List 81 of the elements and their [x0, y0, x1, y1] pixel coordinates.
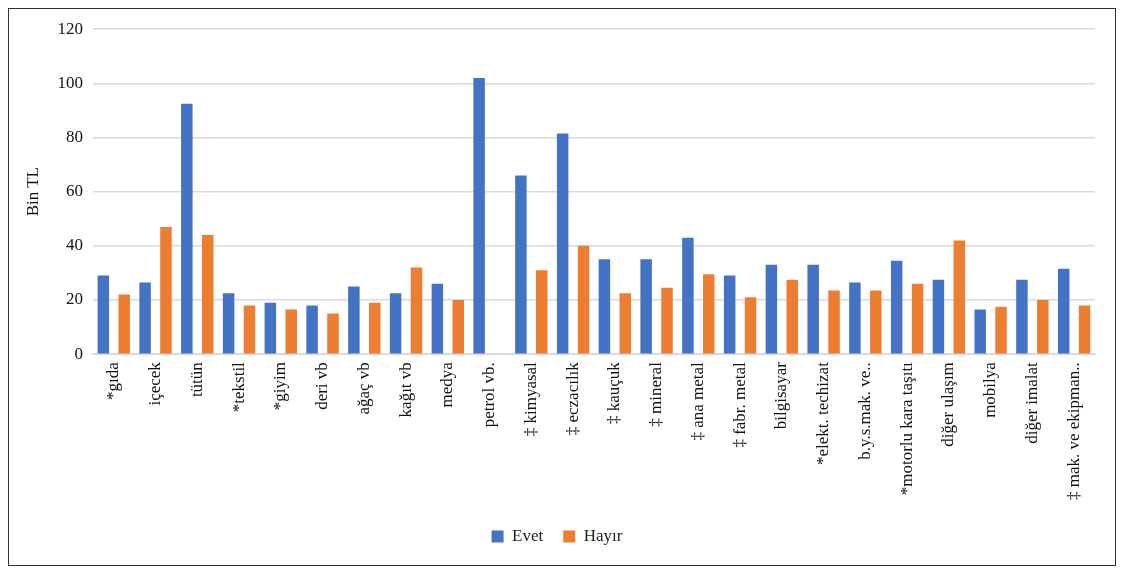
- legend-label: Hayır: [583, 525, 623, 545]
- bar: [264, 302, 277, 354]
- x-tick-label: *tekstil: [228, 361, 248, 413]
- bar: [556, 133, 569, 354]
- y-tick-label: 20: [65, 289, 83, 309]
- x-tick-label: ‡ mak. ve ekipman..: [1063, 362, 1083, 501]
- bar: [327, 313, 339, 354]
- bar: [661, 287, 673, 354]
- x-tick-label: diğer imalat: [1021, 361, 1041, 444]
- bar: [723, 275, 736, 354]
- bar: [348, 286, 360, 354]
- bar: [201, 235, 214, 354]
- bar: [598, 259, 611, 354]
- bar: [473, 77, 485, 354]
- x-tick-label: tütün: [186, 361, 206, 398]
- x-tick-label: kağıt vb: [395, 362, 415, 418]
- bar: [181, 103, 193, 354]
- bar: [619, 293, 632, 354]
- x-tick-label: *elekt. techizat: [813, 361, 833, 466]
- y-tick-label: 0: [74, 343, 83, 363]
- bar: [389, 293, 402, 354]
- bar: [974, 309, 986, 354]
- x-tick-label: ‡ eczacılık: [562, 361, 582, 436]
- bar: [828, 290, 840, 354]
- x-tick-label: b.y.s.mak. ve..: [854, 362, 874, 460]
- x-tick-label: ‡ fabr. metal: [729, 361, 749, 448]
- bar: [160, 226, 172, 354]
- y-tick-label: 40: [65, 235, 83, 255]
- bar: [953, 240, 966, 354]
- bar: [431, 283, 444, 354]
- x-tick-label: mobilya: [980, 361, 1000, 418]
- x-tick-label: *giyim: [270, 362, 290, 411]
- bar: [410, 267, 423, 354]
- bar: [369, 302, 381, 354]
- x-tick-label: ‡ ana metal: [687, 361, 707, 441]
- y-tick-label: 60: [65, 181, 83, 201]
- x-tick-label: medya: [437, 361, 457, 408]
- bar: [911, 283, 924, 354]
- bar: [890, 260, 903, 354]
- bar: [849, 282, 861, 354]
- bar: [118, 294, 130, 354]
- bar: [577, 245, 590, 354]
- bar: [765, 264, 778, 354]
- bar: [807, 264, 819, 354]
- x-tick-label: içecek: [145, 361, 164, 406]
- bar: [536, 270, 548, 354]
- legend-label: Evet: [512, 525, 544, 545]
- x-tick-label: petrol vb.: [479, 362, 499, 428]
- x-tick-label: deri vb: [312, 362, 332, 410]
- y-tick-label: 80: [65, 126, 83, 146]
- bar: [515, 175, 527, 354]
- x-tick-label: *motorlu kara taşıtı: [896, 361, 916, 496]
- x-tick-label: ‡ mineral: [646, 361, 666, 427]
- bar: [1016, 279, 1028, 354]
- bar: [1057, 268, 1070, 354]
- bar: [995, 306, 1007, 354]
- bar: [870, 290, 882, 354]
- bar: [243, 305, 256, 354]
- x-tick-label: ağaç vb: [353, 362, 373, 415]
- x-tick-label: bilgisayar: [771, 361, 791, 430]
- y-tick-label: 100: [57, 72, 83, 92]
- bar: [703, 274, 715, 354]
- bar: [786, 279, 799, 354]
- bar: [1078, 305, 1091, 354]
- bar: [1037, 299, 1049, 354]
- bar: [97, 275, 110, 354]
- y-tick-label: 120: [57, 18, 83, 38]
- x-tick-label: ‡ kimyasal: [520, 361, 540, 437]
- bar: [452, 299, 464, 354]
- bar: [222, 293, 235, 354]
- bar: [285, 309, 297, 354]
- bar: [744, 297, 757, 354]
- x-tick-label: *gıda: [103, 361, 123, 400]
- bar: [932, 279, 945, 354]
- y-axis-title: Bin TL: [22, 167, 42, 217]
- x-tick-label: diğer ulaşım: [938, 362, 958, 447]
- bar: [640, 259, 652, 354]
- bar: [139, 282, 151, 354]
- bar: [306, 305, 318, 354]
- bar: [682, 237, 694, 354]
- x-tick-label: ‡ kauçuk: [604, 361, 624, 424]
